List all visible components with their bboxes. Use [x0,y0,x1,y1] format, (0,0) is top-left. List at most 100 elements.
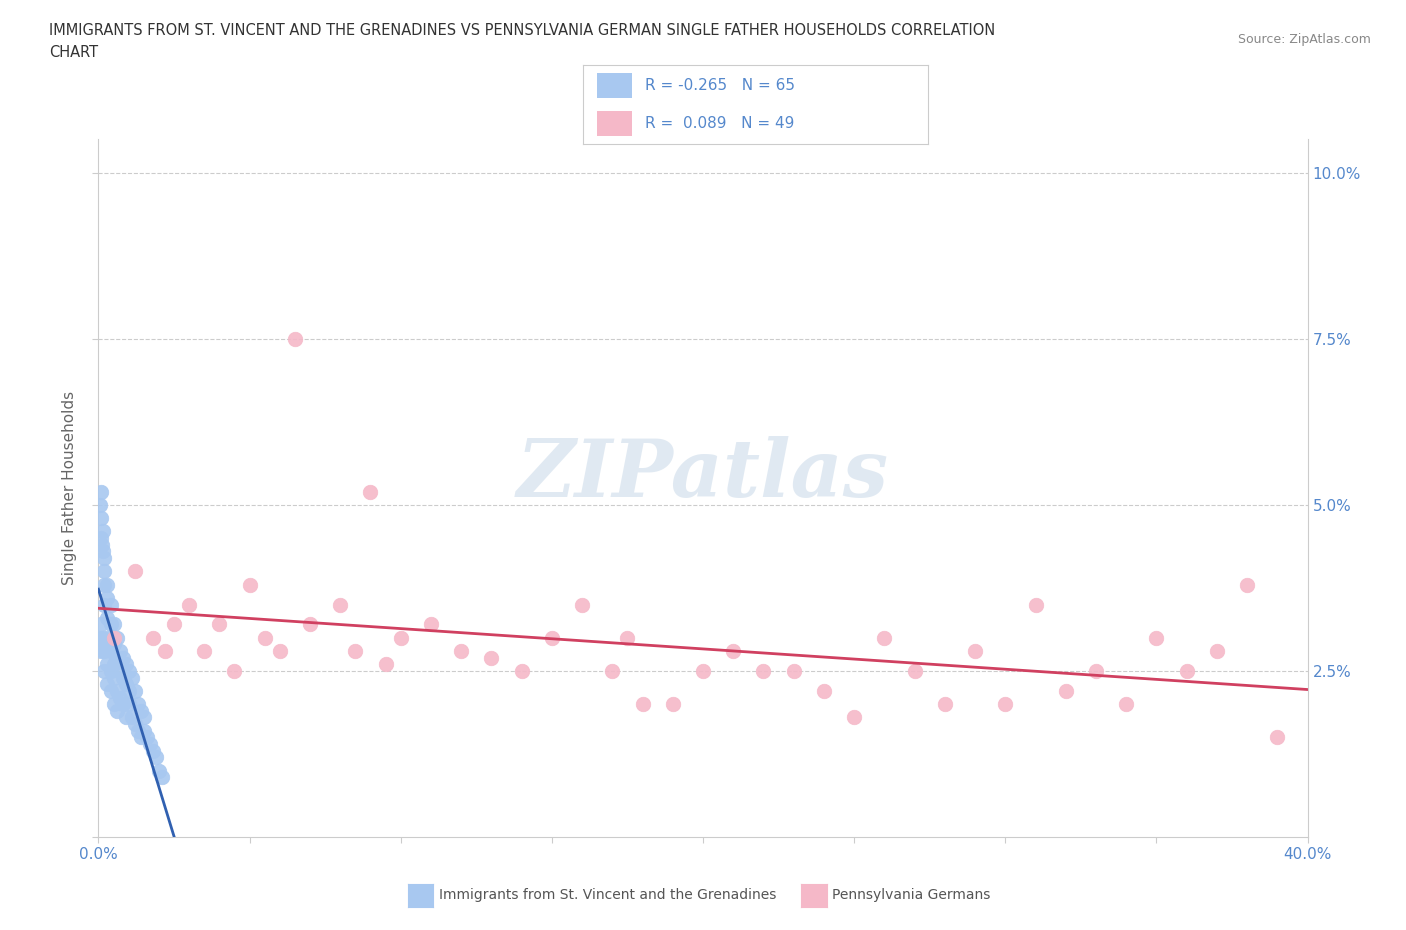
Point [723,644,745,658]
Point [179,597,201,612]
Point [662,697,685,711]
Point [813,684,835,698]
Point [1267,730,1289,745]
Point [118,663,141,678]
Text: CHART: CHART [49,45,98,60]
Point [132,724,155,738]
Point [93,663,115,678]
Point [1175,663,1198,678]
Point [571,597,593,612]
Point [163,617,186,631]
Point [118,697,141,711]
Point [1144,631,1167,645]
Point [121,671,143,685]
Point [93,578,115,592]
Point [114,677,136,692]
Point [111,697,134,711]
Point [752,663,775,678]
Point [111,671,134,685]
Point [93,597,115,612]
Point [148,764,170,778]
Point [631,697,654,711]
Point [90,485,112,499]
Point [114,710,136,724]
Point [90,617,112,631]
Point [1115,697,1137,711]
Point [135,730,157,745]
Text: Source: ZipAtlas.com: Source: ZipAtlas.com [1237,33,1371,46]
Point [91,538,114,552]
Point [96,677,118,692]
FancyBboxPatch shape [598,73,631,99]
Point [284,331,307,346]
Point [105,631,128,645]
Point [103,631,125,645]
Point [124,564,146,578]
Point [153,644,176,658]
Point [481,650,503,665]
Point [374,657,396,671]
Point [103,697,125,711]
Point [142,631,165,645]
Point [105,684,128,698]
Point [239,578,262,592]
Point [934,697,956,711]
Point [96,631,118,645]
Point [114,657,136,671]
Point [96,591,118,605]
Point [100,644,122,658]
Point [124,684,146,698]
Point [844,710,866,724]
Text: Pennsylvania Germans: Pennsylvania Germans [832,888,991,902]
Point [150,770,173,785]
Text: R =  0.089   N = 49: R = 0.089 N = 49 [645,116,794,131]
Text: R = -0.265   N = 65: R = -0.265 N = 65 [645,78,796,93]
Point [450,644,472,658]
Point [89,498,111,512]
Point [93,644,115,658]
Point [103,637,125,652]
Point [1236,578,1258,592]
Point [1054,684,1077,698]
Point [105,650,128,665]
Point [108,690,131,705]
Point [904,663,927,678]
Point [132,710,155,724]
Point [329,597,352,612]
Point [783,663,806,678]
Point [127,724,149,738]
Point [1024,597,1046,612]
Point [100,684,122,698]
Point [121,710,143,724]
Point [208,617,231,631]
Point [420,617,443,631]
Point [90,531,112,546]
Text: ZIPatlas: ZIPatlas [517,435,889,513]
Point [90,644,112,658]
Point [299,617,322,631]
Point [124,717,146,732]
Point [510,663,533,678]
Point [105,703,128,718]
Y-axis label: Single Father Households: Single Father Households [62,392,77,585]
Point [692,663,714,678]
Point [253,631,276,645]
Point [111,650,134,665]
Point [145,750,167,764]
Point [96,610,118,625]
Point [103,671,125,685]
Point [103,657,125,671]
Point [224,663,246,678]
Point [91,544,114,559]
FancyBboxPatch shape [598,111,631,137]
Point [129,703,152,718]
Point [118,684,141,698]
Point [873,631,896,645]
Point [142,743,165,758]
Point [540,631,562,645]
Text: Immigrants from St. Vincent and the Grenadines: Immigrants from St. Vincent and the Gren… [439,888,776,902]
Point [616,631,638,645]
Point [994,697,1017,711]
Point [127,697,149,711]
Point [389,631,412,645]
